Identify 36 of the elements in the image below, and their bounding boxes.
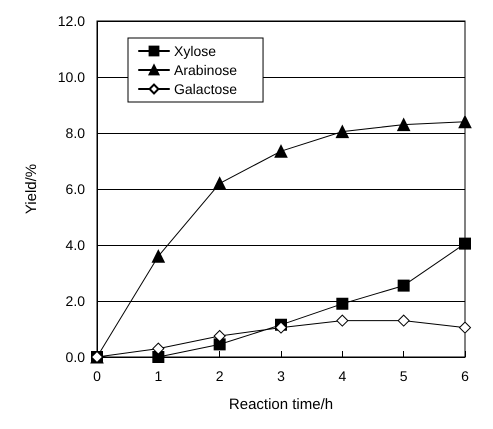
point [152,250,165,263]
point [459,322,471,334]
x-tick-label: 1 [154,368,162,384]
x-tick-label: 4 [338,368,346,384]
x-tick-label: 5 [400,368,408,384]
point [336,298,348,310]
point [152,351,164,363]
y-tick-label: 10.0 [58,69,86,85]
point [152,342,164,355]
point [275,322,287,334]
point [398,314,410,327]
point [214,338,226,350]
y-tick-label: 6.0 [66,181,86,197]
legend-label: Xylose [174,43,216,59]
y-tick-label: 12.0 [58,13,86,29]
x-tick-label: 0 [93,368,102,384]
y-axis-title: Yield/% [23,164,40,214]
point [459,238,471,250]
y-tick-label: 8.0 [66,125,86,141]
y-tick-label: 2.0 [66,293,86,309]
x-tick-label: 3 [277,368,286,384]
legend-label: Arabinose [174,62,238,78]
point [397,118,410,132]
y-tick-label: 4.0 [66,237,86,253]
point [398,280,410,292]
x-tick-label: 6 [461,368,470,384]
point [336,125,349,138]
x-axis-title: Reaction time/h [228,396,334,413]
point [274,144,288,158]
point [336,314,348,327]
x-tick-label: 2 [216,368,224,384]
legend-label: Galactose [174,81,238,97]
y-tick-label: 0.0 [66,349,86,365]
point [458,115,472,128]
point [214,330,226,342]
point [213,176,226,190]
